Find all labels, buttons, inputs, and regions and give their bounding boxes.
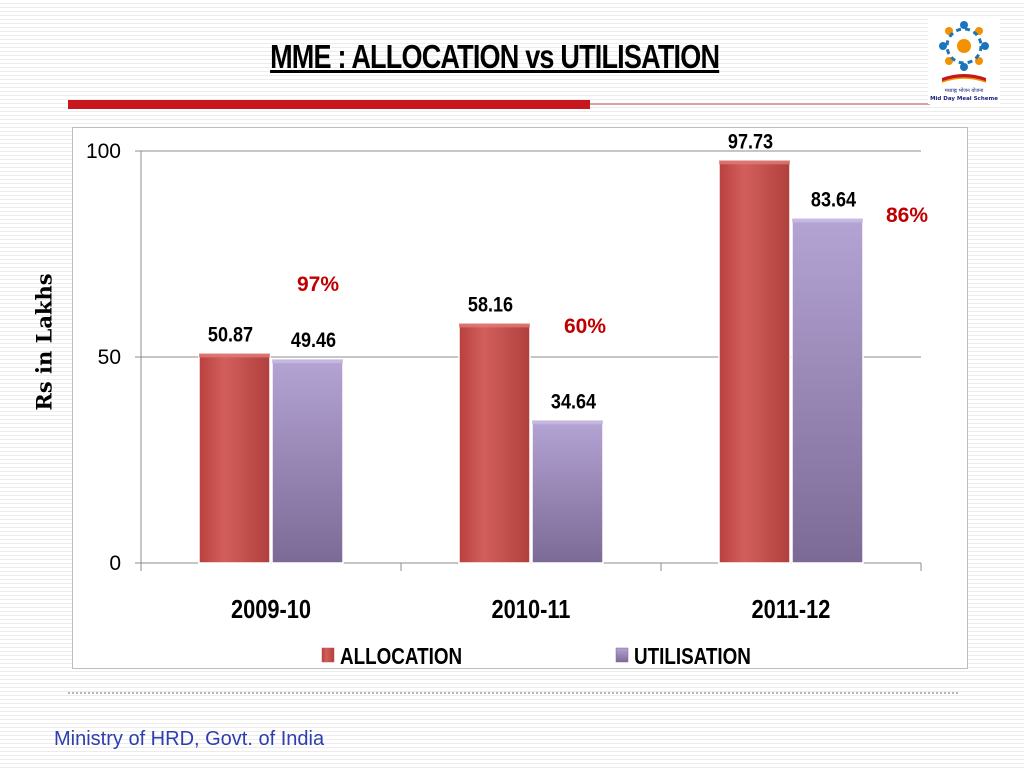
allocation-bar bbox=[718, 159, 791, 564]
y-tick-label: 50 bbox=[98, 346, 121, 369]
mid-day-meal-logo-icon: मध्याह्न भोजन योजना Mid Day Meal Scheme bbox=[928, 16, 1000, 104]
bar-highlight bbox=[532, 420, 603, 425]
bar-highlight bbox=[199, 353, 270, 358]
legend-label: UTILISATION bbox=[634, 644, 751, 669]
utilisation-percent-label: 97% bbox=[297, 273, 339, 296]
bar-highlight bbox=[719, 160, 790, 165]
x-category-label: 2009-10 bbox=[231, 595, 311, 624]
bar-highlight bbox=[792, 218, 863, 223]
data-label: 58.16 bbox=[468, 293, 513, 317]
utilisation-bar bbox=[791, 217, 864, 564]
logo-graphic: मध्याह्न भोजन योजना Mid Day Meal Scheme bbox=[930, 21, 998, 102]
allocation-bar bbox=[198, 352, 271, 564]
legend-label: ALLOCATION bbox=[340, 644, 462, 669]
utilisation-percent-label: 60% bbox=[564, 315, 606, 338]
y-tick-label: 0 bbox=[109, 552, 121, 575]
bar-highlight bbox=[459, 323, 530, 328]
slide-title: MME : ALLOCATION vs UTILISATION bbox=[270, 38, 720, 75]
data-label: 34.64 bbox=[551, 390, 596, 414]
footer-divider bbox=[68, 692, 958, 694]
allocation-bar bbox=[458, 322, 531, 564]
title-accent-rule bbox=[68, 100, 590, 109]
logo-text-hindi: मध्याह्न भोजन योजना bbox=[945, 87, 984, 94]
data-label: 83.64 bbox=[811, 188, 856, 212]
axes: 0 50 100 bbox=[86, 140, 922, 575]
data-label: 97.73 bbox=[728, 130, 773, 154]
y-tick-label: 100 bbox=[86, 140, 121, 163]
data-labels: 50.87 49.46 2009-10 58.16 34.64 2010-11 97.73 8… bbox=[208, 130, 928, 624]
utilisation-bar bbox=[271, 358, 344, 564]
gridlines bbox=[141, 150, 921, 358]
data-label: 49.46 bbox=[291, 329, 336, 353]
utilisation-percent-label: 86% bbox=[886, 204, 928, 227]
bars bbox=[198, 159, 864, 564]
bar-highlight bbox=[272, 359, 343, 364]
x-category-label: 2011-12 bbox=[752, 595, 831, 624]
footer-text: Ministry of HRD, Govt. of India bbox=[54, 728, 325, 750]
title-accent-rule-extension bbox=[590, 103, 930, 105]
legend-swatch-utilisation bbox=[615, 647, 629, 663]
y-axis-title-text: Rs in Lakhs bbox=[31, 273, 57, 411]
logo-text: Mid Day Meal Scheme bbox=[930, 96, 998, 102]
legend: ALLOCATION UTILISATION bbox=[321, 644, 751, 669]
legend-swatch-allocation bbox=[321, 647, 335, 663]
x-category-label: 2010-11 bbox=[492, 595, 571, 624]
utilisation-bar bbox=[531, 419, 604, 564]
data-label: 50.87 bbox=[208, 323, 253, 347]
logo-figures bbox=[939, 21, 989, 71]
